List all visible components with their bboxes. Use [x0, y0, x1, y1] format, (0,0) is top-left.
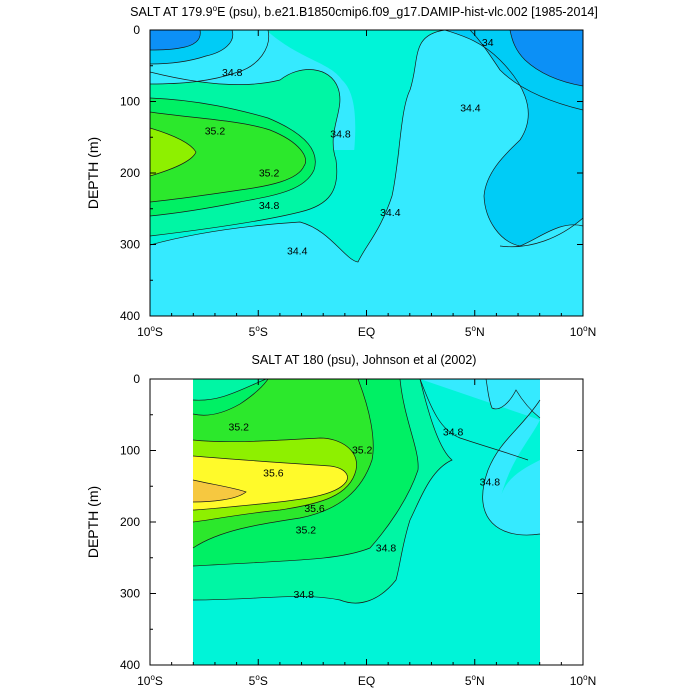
bottom-y-tick-label: 400: [120, 658, 140, 672]
top-fill-34.0-east: [510, 30, 583, 86]
bottom-contour-labels: 35.2 35.6 35.6 35.2 35.2 34.8 34.8 34.8 34.8: [229, 422, 501, 601]
top-x-axis: 10oS 5oS EQ 5oN 10oN: [137, 30, 596, 339]
top-contour-label: 34.4: [460, 103, 481, 115]
bottom-contour-label: 34.8: [376, 542, 397, 554]
bottom-contour-label: 34.8: [443, 427, 464, 439]
bottom-x-tick-label: 10oN: [570, 673, 596, 688]
top-x-tick-label: 10oN: [570, 324, 596, 339]
bottom-x-tick-label: 5oN: [465, 673, 485, 688]
top-contour-panel: SALT AT 179.9oE (psu), b.e21.B1850cmip6.…: [85, 4, 598, 339]
top-fill-34.2-bottom-east: [500, 218, 583, 316]
bottom-y-tick-label: 300: [120, 587, 140, 601]
top-contour-label: 35.2: [205, 126, 226, 138]
bottom-y-tick-label: 200: [120, 515, 140, 529]
bottom-fill-35.8: [193, 480, 246, 502]
bottom-chart-title: SALT AT 180 (psu), Johnson et al (2002): [252, 353, 477, 367]
top-fill-34.0-ul: [150, 30, 201, 50]
top-y-axis-label: DEPTH (m): [85, 137, 101, 209]
top-contour-label: 34.8: [330, 128, 351, 140]
top-y-tick-label: 0: [133, 23, 140, 37]
bottom-y-axis: 0 100 200 300 400: [120, 372, 583, 672]
top-fill-35.2: [150, 112, 306, 202]
top-x-tick-label: 10oS: [137, 324, 163, 339]
top-contour-label: 34: [482, 37, 494, 49]
bottom-y-axis-label: DEPTH (m): [85, 486, 101, 558]
bottom-contour-label: 34.8: [293, 589, 314, 601]
top-y-tick-label: 100: [120, 95, 140, 109]
top-y-axis: 0 100 200 300 400: [120, 23, 583, 323]
bottom-contour-label: 35.2: [229, 422, 250, 434]
bottom-contour-fill: [192, 379, 541, 665]
top-y-tick-label: 200: [120, 166, 140, 180]
top-contour-label: 34.4: [287, 246, 308, 258]
bottom-x-tick-label: 5oS: [249, 673, 268, 688]
top-contour-labels: 34.8 35.2 35.2 34.8 34.4 34.8 34.4 34.4 34: [205, 37, 494, 258]
bottom-contour-label: 35.2: [296, 525, 317, 537]
bottom-contour-label: 34.8: [480, 477, 501, 489]
top-x-tick-label: 5oN: [465, 324, 485, 339]
top-contour-fill: [150, 30, 583, 316]
bottom-x-axis: 10oS 5oS EQ 5oN 10oN: [137, 379, 596, 688]
bottom-x-tick-label: EQ: [358, 674, 375, 688]
top-y-tick-label: 300: [120, 238, 140, 252]
top-chart-title: SALT AT 179.9oE (psu), b.e21.B1850cmip6.…: [130, 4, 598, 19]
top-contour-label: 35.2: [259, 168, 280, 180]
top-contour-label: 34.8: [259, 200, 280, 212]
bottom-contour-panel: SALT AT 180 (psu), Johnson et al (2002): [85, 353, 596, 688]
bottom-y-tick-label: 0: [133, 372, 140, 386]
bottom-contour-lines: [192, 379, 541, 604]
top-contour-label: 34.4: [380, 207, 401, 219]
bottom-fill-34.6-ne: [486, 379, 540, 418]
top-contour-lines: [150, 30, 583, 263]
top-contour-label: 34.8: [222, 67, 243, 79]
bottom-contour-label: 35.2: [352, 445, 373, 457]
bottom-contour-label: 35.6: [304, 503, 325, 515]
top-x-tick-label: EQ: [358, 325, 375, 339]
top-x-tick-label: 5oS: [249, 324, 268, 339]
bottom-y-tick-label: 100: [120, 444, 140, 458]
top-y-tick-label: 400: [120, 309, 140, 323]
bottom-contour-label: 35.6: [263, 467, 284, 479]
top-fill-35.4: [150, 128, 196, 176]
bottom-x-tick-label: 10oS: [137, 673, 163, 688]
bottom-fill-34.6-east: [420, 379, 540, 536]
